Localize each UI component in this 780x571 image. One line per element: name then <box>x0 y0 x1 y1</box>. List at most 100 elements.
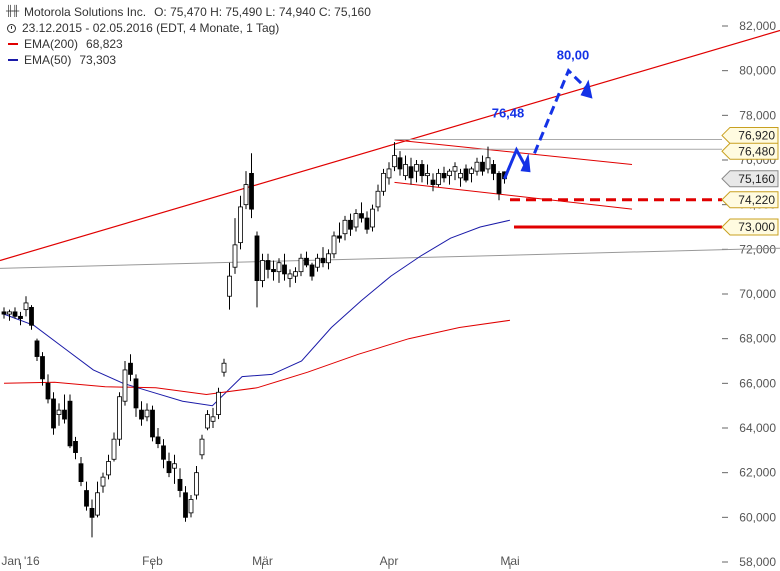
candle <box>95 481 100 518</box>
candle <box>386 162 392 185</box>
candle-body <box>491 164 496 174</box>
candle <box>485 146 491 174</box>
candle-body <box>194 472 199 496</box>
candle-body <box>386 168 392 179</box>
candle-body <box>474 161 480 172</box>
candle <box>309 262 315 281</box>
arrow-head-icon <box>580 79 593 99</box>
ema200-line <box>3 319 511 396</box>
candle <box>210 407 216 428</box>
candle-body <box>122 369 128 402</box>
price-tag: 73,000 <box>721 218 779 236</box>
candle-body <box>106 461 111 476</box>
candle <box>78 457 84 487</box>
candle <box>1 307 7 319</box>
price-tag: 74,220 <box>721 191 779 209</box>
candle-body <box>425 172 430 177</box>
y-tick-label: 66,000 <box>739 376 776 390</box>
candle <box>243 171 249 210</box>
candle <box>106 454 111 480</box>
candle <box>205 410 210 431</box>
candle <box>172 454 177 484</box>
candle-body <box>199 438 205 456</box>
price-tag: 76,920 <box>721 126 779 144</box>
candle-body <box>342 219 348 235</box>
candle-body <box>326 253 331 264</box>
candle <box>265 253 271 279</box>
candle <box>188 495 194 518</box>
candle <box>474 157 480 176</box>
candle-body <box>364 217 370 230</box>
candle <box>62 394 67 424</box>
price-tag: 75,160 <box>721 170 779 188</box>
candle-body <box>144 409 150 418</box>
candle <box>133 374 139 417</box>
candle <box>370 204 375 232</box>
candle <box>18 311 23 326</box>
candle-body <box>183 492 188 518</box>
candle-body <box>320 257 326 264</box>
candle-body <box>12 311 18 317</box>
candle-body <box>150 409 155 438</box>
candle <box>320 247 326 268</box>
candle <box>7 309 12 321</box>
candle <box>414 160 419 183</box>
candle <box>177 468 183 498</box>
legend-ema200[interactable]: EMA(200) 68,823 <box>6 36 371 52</box>
price-tag-label: 74,220 <box>738 193 775 207</box>
candle-body <box>23 302 29 311</box>
target-label: 76,48 <box>492 106 525 121</box>
candle <box>227 262 232 310</box>
price-tag-label: 73,000 <box>738 220 775 234</box>
candle <box>144 403 150 422</box>
candle <box>436 168 441 187</box>
candle <box>463 164 469 183</box>
candle <box>298 253 304 277</box>
ema50-swatch <box>8 59 18 61</box>
ema200-value: 68,823 <box>86 37 123 51</box>
candle-body <box>419 164 425 177</box>
candle-body <box>40 356 45 380</box>
candle-body <box>56 409 62 415</box>
legend-ema50[interactable]: EMA(50) 73,303 <box>6 52 371 68</box>
candle-body <box>408 166 414 179</box>
candle <box>326 249 331 270</box>
price-tag-box <box>721 218 779 236</box>
y-tick-label: 62,000 <box>739 466 776 480</box>
candle-body <box>331 235 337 255</box>
candle-body <box>227 275 232 297</box>
candle-body <box>287 273 293 279</box>
candle <box>353 209 359 232</box>
candle <box>183 486 188 522</box>
projection-arrow-long <box>533 68 588 154</box>
ohlc-values: O: 75,470 H: 75,490 L: 74,940 C: 75,160 <box>154 5 371 19</box>
candle-body <box>304 257 309 266</box>
candle-body <box>271 269 276 273</box>
candle-body <box>436 172 441 185</box>
candle-body <box>29 306 34 326</box>
candle <box>23 296 29 317</box>
candle <box>45 374 51 404</box>
y-tick-label: 80,000 <box>739 64 776 78</box>
candle-body <box>375 190 381 208</box>
candle-body <box>95 492 100 516</box>
candle-body <box>469 168 474 174</box>
candle-body <box>117 396 122 440</box>
candle-body <box>370 208 375 228</box>
candle-body <box>265 260 271 270</box>
range-row: 23.12.2015 - 02.05.2016 (EDT, 4 Monate, … <box>6 20 371 36</box>
price-tag-label: 75,160 <box>738 172 775 186</box>
candle <box>359 202 364 223</box>
x-tick-label: Jan '16 <box>1 554 40 568</box>
candle-body <box>62 409 67 420</box>
candle <box>51 392 56 435</box>
candle <box>29 305 34 330</box>
candle-body <box>458 172 463 179</box>
price-tag-label: 76,920 <box>738 128 775 142</box>
ema50-line <box>3 219 511 407</box>
candle <box>458 168 463 187</box>
candle-body <box>243 184 249 206</box>
candle-body <box>34 340 40 357</box>
candle <box>56 403 62 426</box>
